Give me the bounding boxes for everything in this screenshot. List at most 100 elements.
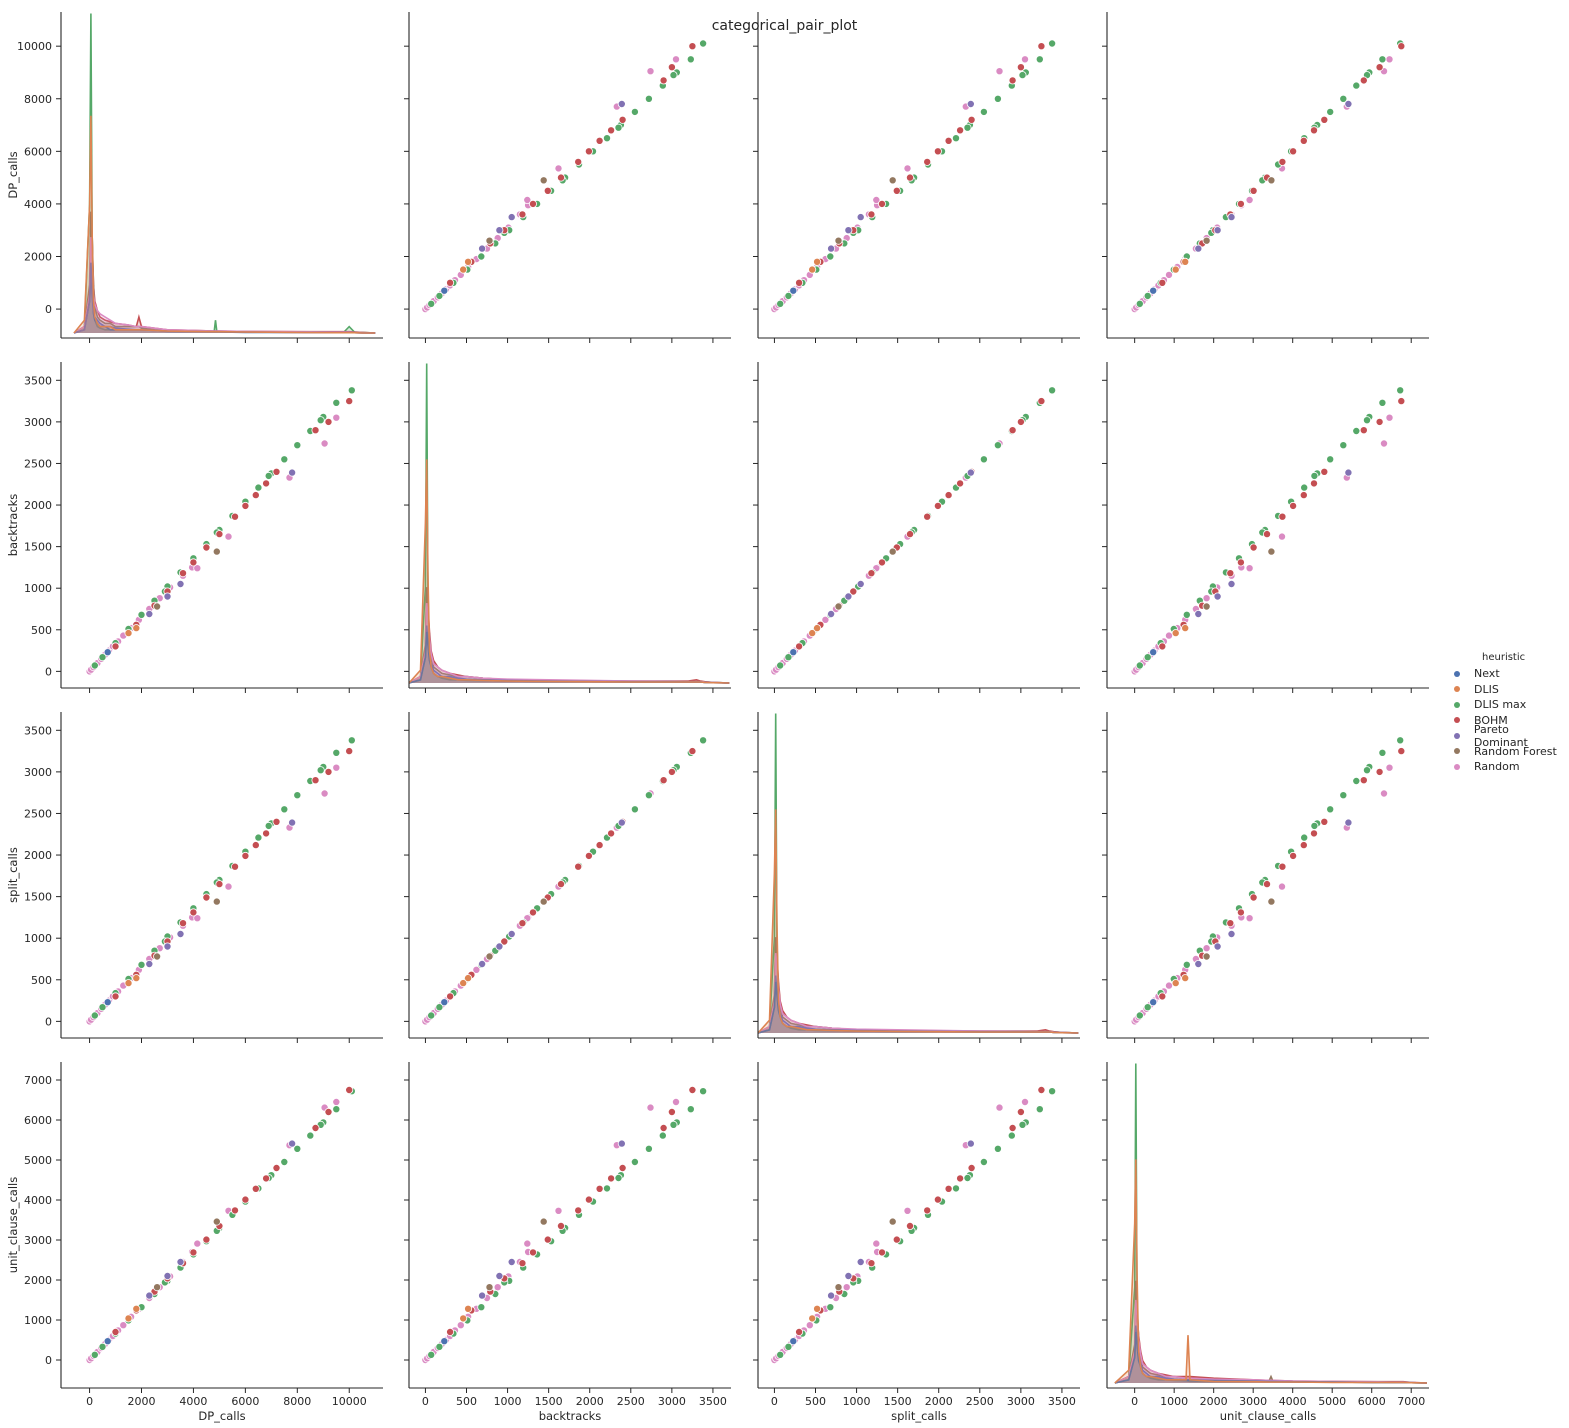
scatter-point <box>1378 398 1387 407</box>
scatter-point <box>827 610 836 619</box>
scatter-point <box>1245 195 1254 204</box>
scatter-point <box>427 1011 436 1020</box>
legend-marker <box>1454 763 1460 770</box>
panel-DP_calls-vs-unit_clause_calls <box>1102 12 1429 343</box>
x-tick-label: 6000 <box>1358 1395 1386 1408</box>
scatter-point <box>493 1283 502 1292</box>
scatter-point <box>644 791 653 800</box>
kde-fill-unit_clause_calls-3 <box>1114 1299 1427 1383</box>
scatter-point <box>529 1248 538 1257</box>
scatter-point <box>834 602 843 611</box>
y-axis-label: unit_clause_calls <box>6 1177 20 1273</box>
scatter-point <box>132 624 141 633</box>
scatter-point <box>1021 1098 1030 1107</box>
scatter-point <box>933 501 942 510</box>
scatter-point <box>215 530 224 539</box>
scatter-point <box>1008 1124 1017 1133</box>
scatter-point <box>923 512 932 521</box>
scatter-point <box>892 186 901 195</box>
scatter-point <box>993 1144 1002 1153</box>
scatter-point <box>507 1258 516 1267</box>
kde-fill-DP_calls-0 <box>74 13 376 333</box>
scatter-point <box>842 1283 851 1292</box>
kde-line-DP_calls-5 <box>73 262 376 334</box>
legend-label: DLIS max <box>1474 698 1527 712</box>
y-tick-label: 1000 <box>24 932 52 945</box>
scatter-point <box>124 1314 133 1323</box>
legend-label: Pareto Dominant <box>1473 722 1528 749</box>
scatter-point <box>311 776 320 785</box>
y-tick-label: 1000 <box>24 582 52 595</box>
y-tick-label: 1500 <box>24 891 52 904</box>
scatter-point <box>686 1105 695 1114</box>
y-tick-label: 5000 <box>24 1154 52 1167</box>
scatter-point <box>332 413 341 422</box>
scatter-point <box>1396 386 1405 395</box>
scatter-point <box>1171 979 1180 988</box>
y-tick-label: 4000 <box>24 198 52 211</box>
scatter-point <box>254 833 263 842</box>
scatter-point <box>933 147 942 156</box>
scatter-point <box>995 1103 1004 1112</box>
scatter-point <box>1165 981 1174 990</box>
scatter-point <box>90 1011 99 1020</box>
legend-item: BOHM <box>1447 713 1565 729</box>
scatter-point <box>288 1139 297 1148</box>
scatter-point <box>464 974 473 983</box>
y-tick-label: 1000 <box>24 1314 52 1327</box>
scatter-point <box>995 67 1004 76</box>
scatter-point <box>1181 257 1190 266</box>
kde-fill-unit_clause_calls-6 <box>1114 1159 1427 1383</box>
scatter-point <box>595 1184 604 1193</box>
x-tick-label: 4000 <box>179 1395 207 1408</box>
scatter-point <box>478 960 487 969</box>
scatter-point <box>892 1235 901 1244</box>
scatter-point <box>808 1314 817 1323</box>
scatter-point <box>1048 1087 1057 1096</box>
scatter-point <box>1018 71 1027 80</box>
scatter-point <box>1278 512 1287 521</box>
scatter-point <box>1035 55 1044 64</box>
scatter-point <box>595 841 604 850</box>
scatter-point <box>1289 851 1298 860</box>
scatter-point <box>1299 841 1308 850</box>
scatter-point <box>1165 270 1174 279</box>
scatter-point <box>963 123 972 132</box>
scatter-point <box>1202 944 1211 953</box>
scatter-point <box>1227 930 1236 939</box>
scatter-point <box>1249 543 1258 552</box>
kde-line-backtracks-6 <box>408 459 730 684</box>
scatter-point <box>1165 631 1174 640</box>
x-tick-label: 3500 <box>699 1395 727 1408</box>
kde-line-DP_calls-1 <box>73 221 376 334</box>
scatter-point <box>776 661 785 670</box>
scatter-point <box>464 1304 473 1313</box>
scatter-point <box>554 164 563 173</box>
scatter-point <box>163 592 172 601</box>
scatter-point <box>617 1139 626 1148</box>
y-tick-label: 3500 <box>24 724 52 737</box>
scatter-point <box>1236 558 1245 567</box>
scatter-point <box>607 829 616 838</box>
kde-line-split_calls-1 <box>757 943 1079 1034</box>
scatter-point <box>1289 501 1298 510</box>
scatter-point <box>646 1103 655 1112</box>
scatter-point <box>1182 960 1191 969</box>
kde-line-split_calls-0 <box>757 713 1079 1034</box>
scatter-point <box>345 397 354 406</box>
kde-line-backtracks-3 <box>408 603 730 684</box>
scatter-point <box>472 965 481 974</box>
scatter-point <box>507 213 516 222</box>
scatter-point <box>478 244 487 253</box>
panel-backtracks-vs-unit_clause_calls <box>1102 362 1429 693</box>
kde-line-unit_clause_calls-2 <box>1114 1306 1428 1384</box>
legend: heuristic Next DLIS DLIS max BOHM Pareto Dom… <box>1447 652 1565 775</box>
scatter-point <box>254 483 263 492</box>
kde-fill-backtracks-0 <box>409 363 730 683</box>
scatter-point <box>944 136 953 145</box>
scatter-point <box>1278 862 1287 871</box>
kde-line-DP_calls-2 <box>73 211 376 334</box>
scatter-point <box>1035 1105 1044 1114</box>
scatter-point <box>1378 55 1387 64</box>
